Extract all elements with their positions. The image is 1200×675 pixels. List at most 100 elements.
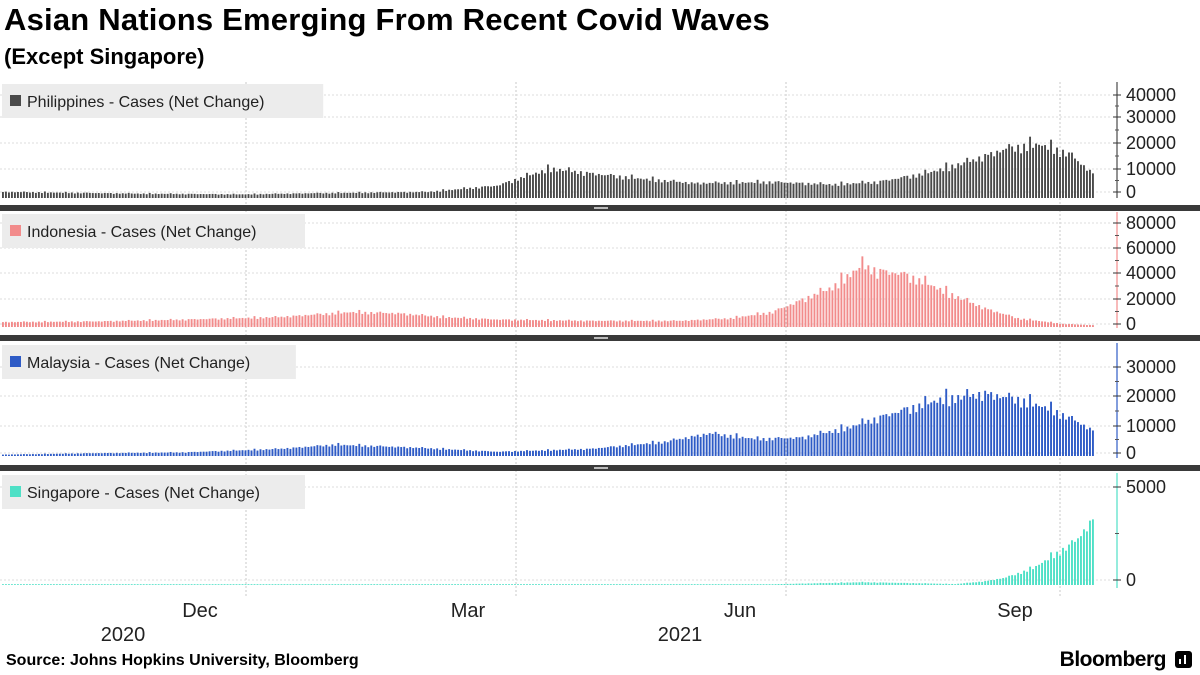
bar [867,181,870,198]
bar [505,584,507,585]
bar [124,321,127,327]
bar [172,452,175,456]
bar [379,445,382,456]
bar [532,320,534,327]
bar [951,293,954,327]
bar [873,582,876,585]
bar [79,584,82,585]
bar [915,177,918,198]
bar [966,582,969,585]
bar [193,319,196,327]
bar [747,584,750,585]
bar [457,317,460,327]
bar [193,451,196,456]
bar [789,182,792,198]
bar [882,582,885,585]
bar [549,321,552,327]
bar [112,584,115,585]
bar [286,584,289,585]
bar [439,584,442,585]
bar [76,192,79,198]
bar [322,584,325,585]
bar [972,582,975,585]
bar [555,450,558,456]
bar [1056,551,1058,585]
bar [442,584,445,585]
bar [816,294,819,327]
bar [801,583,804,585]
bar [1038,406,1040,456]
bar [1092,173,1094,198]
bar [1029,394,1032,456]
bar [364,192,367,198]
bar [256,318,259,327]
bar [987,309,990,327]
bar [73,453,76,456]
bar [894,412,897,456]
bar [552,167,555,198]
bar [481,318,484,327]
bar [588,448,591,456]
bar [331,312,334,327]
bar [1032,569,1035,585]
bar [340,313,343,327]
bar [316,313,319,327]
bar [1005,577,1008,585]
bar [552,584,555,585]
bar [1053,415,1055,456]
bar [241,584,244,585]
bar [214,318,217,327]
bar [663,179,666,198]
bar [765,184,768,198]
bar [28,454,31,456]
bar [487,451,490,456]
bar [1008,144,1011,198]
bar [100,321,103,327]
bar [46,322,49,327]
bar [942,171,945,198]
bar [792,438,795,456]
bar [1080,424,1082,456]
bar [196,452,199,456]
bar [31,192,34,198]
bar [1086,429,1088,456]
bar [870,183,873,198]
bar [897,274,900,327]
bar [280,316,283,327]
bar [708,433,711,456]
bar [759,315,762,327]
bar [424,584,427,585]
y-tick-label: 20000 [1126,386,1176,406]
bar [328,584,331,585]
bar [280,584,283,585]
bar [819,582,822,585]
bar [109,452,112,456]
bar [633,584,636,585]
bar [34,454,37,456]
bar [759,183,762,198]
bar [283,193,286,198]
bar [385,584,388,585]
bar [298,315,301,327]
bar [457,189,460,198]
bar [696,434,699,456]
bar [684,437,687,456]
bar [906,582,909,585]
bar [217,194,220,198]
bar [885,582,888,585]
bar [37,584,40,585]
bar [358,443,361,456]
bar [600,584,603,585]
bar [22,454,25,456]
bar [996,311,999,327]
bar [570,320,573,327]
bar [744,316,747,327]
bar [418,315,421,327]
bar [825,433,828,456]
bar [307,315,310,327]
bar [939,397,942,456]
bar [142,452,145,456]
bar [1038,321,1040,327]
bar [645,320,648,327]
bar [145,194,148,198]
